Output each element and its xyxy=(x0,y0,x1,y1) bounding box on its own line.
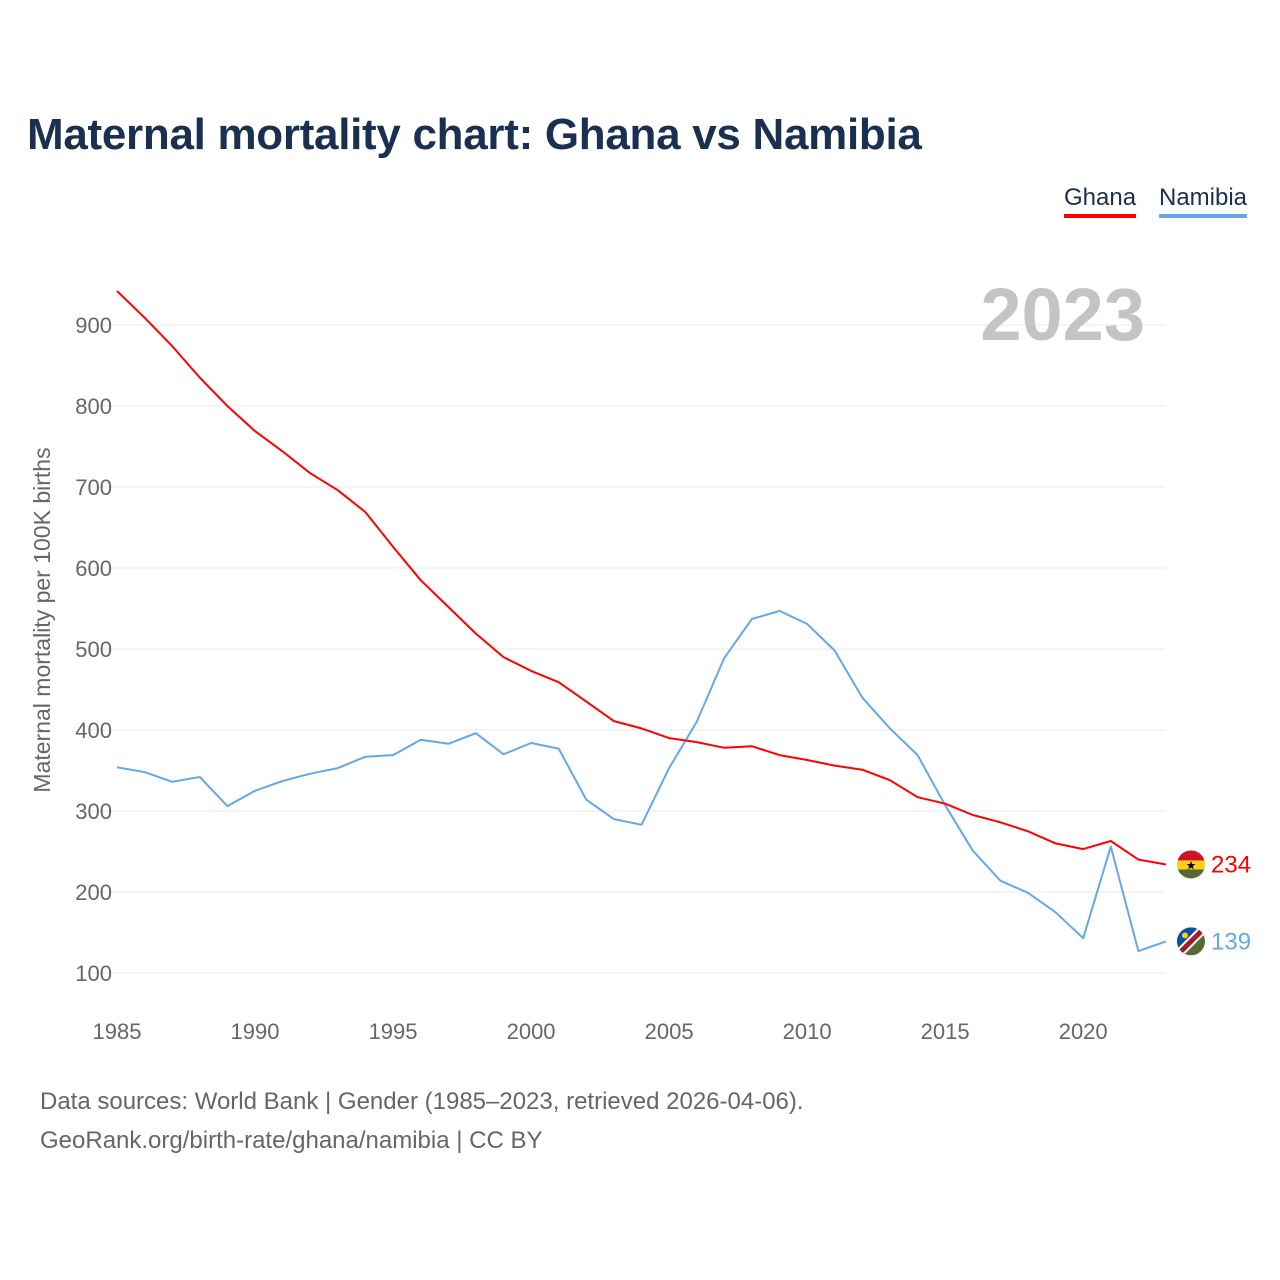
y-tick-label: 200 xyxy=(75,880,112,905)
y-tick-label: 600 xyxy=(75,556,112,581)
x-tick-label: 2020 xyxy=(1059,1019,1108,1044)
legend-ghana[interactable]: Ghana xyxy=(1064,184,1137,218)
x-tick-label: 2005 xyxy=(645,1019,694,1044)
ghana-flag-icon: ★ xyxy=(1177,850,1205,879)
x-tick-label: 2000 xyxy=(507,1019,556,1044)
x-tick-label: 1990 xyxy=(231,1019,280,1044)
footer-credit[interactable]: GeoRank.org/birth-rate/ghana/namibia | C… xyxy=(40,1127,543,1154)
footer-sources: Data sources: World Bank | Gender (1985–… xyxy=(40,1088,804,1115)
series-line-namibia xyxy=(116,609,1167,953)
y-axis-label: Maternal mortality per 100K births xyxy=(29,447,55,792)
end-value-ghana: 234 xyxy=(1211,851,1251,878)
series-line-ghana xyxy=(116,290,1167,866)
y-tick-label: 100 xyxy=(75,961,112,986)
namibia-flag-icon xyxy=(1177,927,1205,956)
y-tick-label: 800 xyxy=(75,394,112,419)
y-tick-label: 500 xyxy=(75,637,112,662)
y-tick-label: 300 xyxy=(75,799,112,824)
x-tick-label: 1995 xyxy=(369,1019,418,1044)
x-tick-label: 2015 xyxy=(921,1019,970,1044)
y-tick-label: 900 xyxy=(75,313,112,338)
year-watermark: 2023 xyxy=(980,273,1145,356)
svg-text:★: ★ xyxy=(1186,858,1197,872)
x-tick-label: 1985 xyxy=(93,1019,142,1044)
x-tick-label: 2010 xyxy=(783,1019,832,1044)
end-value-namibia: 139 xyxy=(1211,928,1251,955)
chart-title: Maternal mortality chart: Ghana vs Namib… xyxy=(27,110,922,159)
y-tick-label: 400 xyxy=(75,718,112,743)
legend-namibia[interactable]: Namibia xyxy=(1159,184,1248,218)
y-tick-label: 700 xyxy=(75,475,112,500)
